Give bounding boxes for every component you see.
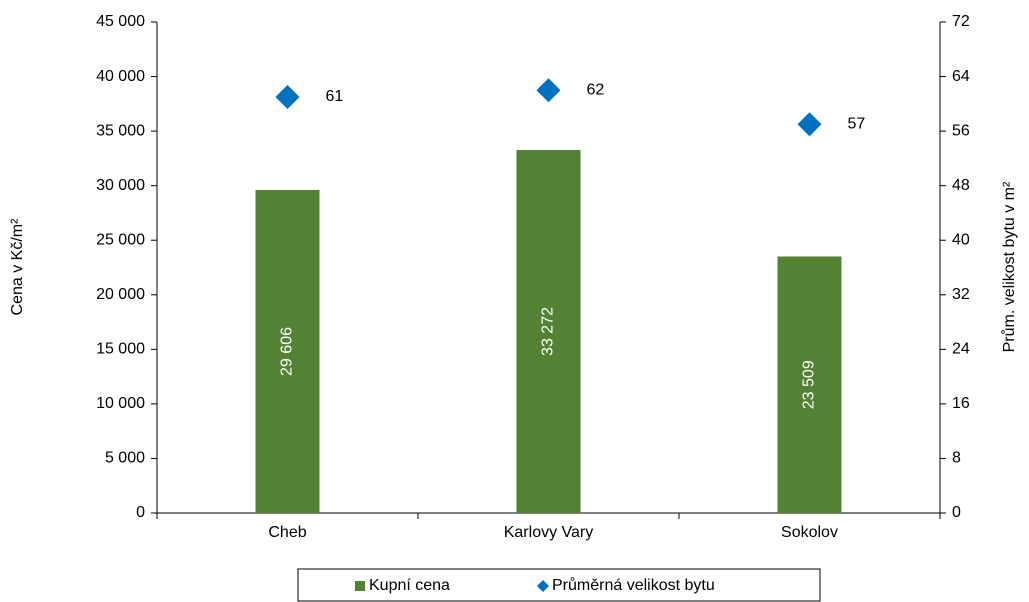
diamond-marker: [275, 85, 300, 110]
y2-tick-label: 16: [952, 395, 970, 412]
point-value-label: 61: [326, 88, 344, 105]
legend-box: [297, 568, 821, 602]
legend-swatch: [537, 580, 549, 592]
y2-tick-label: 64: [952, 68, 970, 85]
x-tick-label: Cheb: [268, 524, 306, 541]
bar-value-label: 29 606: [279, 327, 296, 376]
bar-value-label: 23 509: [801, 360, 818, 409]
point-value-label: 57: [848, 116, 866, 133]
x-tick-label: Sokolov: [781, 524, 838, 541]
x-tick-label: Karlovy Vary: [504, 524, 594, 541]
y2-tick-label: 8: [952, 450, 961, 467]
y-tick-label: 35 000: [96, 122, 145, 139]
bar: [516, 149, 581, 513]
y-tick-label: 0: [136, 504, 145, 521]
y-tick-label: 5 000: [105, 450, 145, 467]
diamond-marker: [536, 78, 561, 103]
y-tick-label: 25 000: [96, 231, 145, 248]
y-tick-label: 10 000: [96, 395, 145, 412]
legend-label: Kupní cena: [369, 577, 450, 594]
y2-tick-label: 24: [952, 341, 970, 358]
bar: [255, 189, 320, 513]
bar-value-label: 33 272: [540, 307, 557, 356]
diamond-marker: [797, 112, 822, 137]
y2-tick-label: 32: [952, 286, 970, 303]
y2-tick-label: 48: [952, 177, 970, 194]
legend-swatch: [355, 581, 365, 591]
y-tick-label: 20 000: [96, 286, 145, 303]
y2-axis-label: Prům. velikost bytu v m²: [1000, 181, 1018, 352]
y2-tick-label: 72: [952, 13, 970, 30]
y-tick-label: 45 000: [96, 13, 145, 30]
bar: [777, 256, 842, 513]
y-tick-label: 30 000: [96, 177, 145, 194]
y-axis-label: Cena v Kč/m²: [9, 218, 26, 316]
y-tick-label: 15 000: [96, 341, 145, 358]
y2-tick-label: 56: [952, 122, 970, 139]
legend-label: Průměrná velikost bytu: [552, 576, 715, 594]
point-value-label: 62: [587, 81, 605, 98]
y2-tick-label: 0: [952, 504, 961, 521]
y2-tick-label: 40: [952, 231, 970, 248]
y-tick-label: 40 000: [96, 68, 145, 85]
